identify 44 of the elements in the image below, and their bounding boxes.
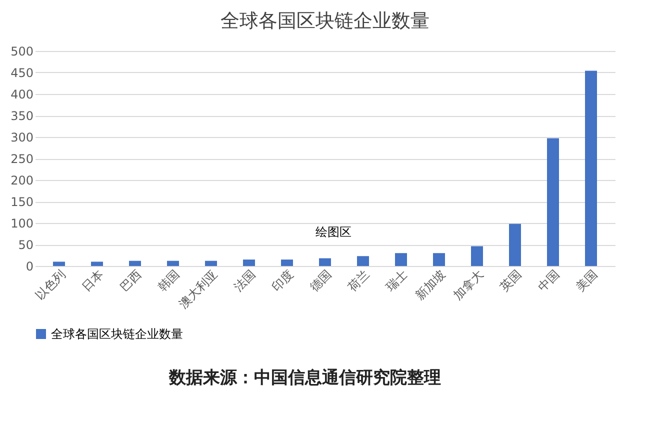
bar xyxy=(243,260,255,266)
bar xyxy=(319,258,331,266)
y-tick-label: 250 xyxy=(10,152,34,166)
y-tick-label: 400 xyxy=(10,88,34,102)
x-tick-label: 日本 xyxy=(79,267,106,294)
y-tick-label: 200 xyxy=(10,174,34,188)
x-tick-label: 巴西 xyxy=(117,267,144,294)
x-tick-label: 德国 xyxy=(307,267,334,294)
x-tick-label: 加拿大 xyxy=(450,267,486,302)
bar xyxy=(471,246,483,266)
bar xyxy=(129,260,141,266)
y-tick-label: 300 xyxy=(10,130,34,144)
x-tick-label: 瑞士 xyxy=(383,267,410,294)
y-tick-label: 450 xyxy=(10,66,34,80)
bar xyxy=(433,253,445,266)
y-tick-label: 150 xyxy=(10,195,34,209)
x-tick-label: 韩国 xyxy=(155,267,182,294)
legend-label: 全球各国区块链企业数量 xyxy=(51,327,183,341)
x-tick-label: 荷兰 xyxy=(345,267,372,294)
bar xyxy=(547,138,559,266)
bar xyxy=(395,253,407,266)
x-tick-label: 以色列 xyxy=(32,267,68,302)
bar xyxy=(167,260,179,266)
x-tick-label: 美国 xyxy=(573,267,600,294)
bar xyxy=(509,224,521,266)
x-tick-label: 法国 xyxy=(231,267,258,294)
source-note: 数据来源：中国信息通信研究院整理 xyxy=(168,368,441,388)
bar xyxy=(281,260,293,266)
bar xyxy=(357,256,369,266)
annotation: 绘图区 xyxy=(316,225,352,239)
y-tick-label: 100 xyxy=(10,216,34,230)
chart-title: 全球各国区块链企业数量 xyxy=(220,10,430,32)
y-tick-label: 500 xyxy=(10,44,34,58)
bar xyxy=(585,70,597,266)
x-tick-label: 新加坡 xyxy=(412,267,448,302)
y-tick-label: 50 xyxy=(18,238,34,252)
bar xyxy=(91,262,103,266)
x-tick-label: 中国 xyxy=(535,267,562,294)
y-tick-label: 0 xyxy=(26,260,34,274)
bar xyxy=(205,260,217,266)
x-tick-label: 英国 xyxy=(497,267,524,294)
y-tick-label: 350 xyxy=(10,109,34,123)
bar xyxy=(53,262,65,266)
x-tick-label: 印度 xyxy=(269,267,296,294)
